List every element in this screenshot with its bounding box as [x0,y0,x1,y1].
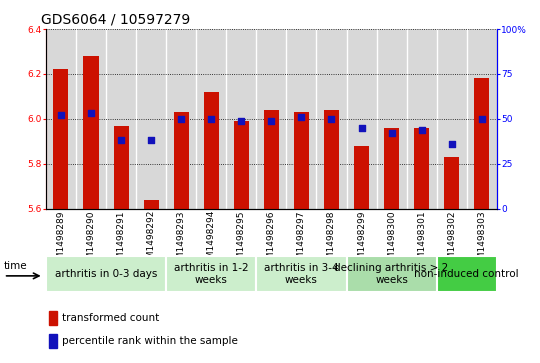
FancyBboxPatch shape [46,256,166,292]
Bar [49,311,57,325]
FancyBboxPatch shape [256,256,347,292]
Point [117,138,125,143]
Bar [174,112,188,209]
Bar [53,69,69,209]
Point [387,130,396,136]
Text: declining arthritis > 2
weeks: declining arthritis > 2 weeks [334,263,449,285]
Text: arthritis in 3-4
weeks: arthritis in 3-4 weeks [264,263,339,285]
Bar [384,128,399,209]
Point [357,125,366,131]
Point [297,114,306,120]
Point [237,118,246,123]
Text: transformed count: transformed count [62,313,159,323]
FancyBboxPatch shape [166,256,256,292]
Point [86,111,96,117]
Bar [444,157,459,209]
Bar [354,146,369,209]
Bar [234,121,249,209]
Bar [204,92,219,209]
Point [327,116,336,122]
Bar [294,112,309,209]
Point [57,113,65,118]
Point [207,116,215,122]
Point [267,118,275,123]
Bar [474,78,489,209]
FancyBboxPatch shape [347,256,437,292]
Bar [84,56,98,209]
Bar [49,334,57,348]
Point [147,138,156,143]
Bar [144,200,159,209]
Text: time: time [4,261,28,271]
Point [177,116,186,122]
Point [417,127,426,132]
Bar [324,110,339,209]
FancyBboxPatch shape [437,256,497,292]
Point [447,141,456,147]
Bar [113,126,129,209]
Point [477,116,486,122]
Bar [264,110,279,209]
Text: non-induced control: non-induced control [414,269,519,279]
Bar [414,128,429,209]
Text: GDS6064 / 10597279: GDS6064 / 10597279 [42,12,191,26]
Text: arthritis in 1-2
weeks: arthritis in 1-2 weeks [174,263,248,285]
Text: arthritis in 0-3 days: arthritis in 0-3 days [55,269,157,279]
Text: percentile rank within the sample: percentile rank within the sample [62,336,238,346]
